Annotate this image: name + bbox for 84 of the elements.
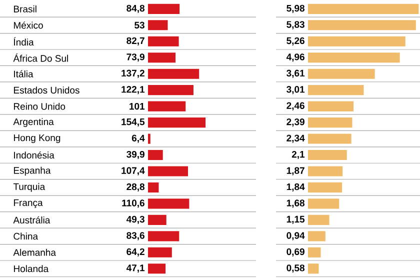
bar bbox=[148, 20, 168, 30]
data-label: 2,46 bbox=[286, 102, 304, 110]
bar bbox=[148, 231, 180, 242]
bar bbox=[148, 4, 180, 14]
y-tick-label: Estados Unidos bbox=[14, 86, 80, 94]
bar bbox=[308, 68, 375, 79]
data-label: 122,1 bbox=[122, 86, 145, 94]
y-tick-label: México bbox=[14, 22, 43, 29]
y-tick-label: Hong Kong bbox=[14, 134, 60, 144]
data-label: 1,87 bbox=[286, 167, 304, 176]
data-label: 5,98 bbox=[286, 4, 305, 13]
data-label: 1,15 bbox=[286, 216, 305, 224]
data-label: 83,6 bbox=[126, 232, 144, 240]
data-label: 5,83 bbox=[286, 21, 304, 30]
bar bbox=[308, 150, 347, 160]
y-tick-label: China bbox=[14, 232, 38, 240]
y-tick-label: França bbox=[14, 199, 43, 208]
bar bbox=[148, 101, 186, 112]
bar bbox=[308, 36, 406, 46]
bar bbox=[148, 52, 176, 63]
data-label: 2,39 bbox=[286, 118, 304, 127]
bar bbox=[308, 4, 419, 14]
data-label: 0,58 bbox=[286, 264, 305, 273]
bar bbox=[308, 247, 321, 258]
y-tick-label: Argentina bbox=[13, 118, 54, 127]
data-label: 3,01 bbox=[286, 86, 305, 94]
y-tick-label: Itália bbox=[14, 70, 34, 78]
data-label: 47,1 bbox=[126, 264, 145, 273]
bar bbox=[148, 118, 206, 128]
data-label: 73,9 bbox=[126, 54, 144, 62]
y-tick-label: Turquia bbox=[13, 183, 46, 192]
data-label: 2,1 bbox=[292, 150, 305, 160]
y-tick-label: Espanha bbox=[14, 166, 51, 176]
data-label: 53 bbox=[134, 22, 144, 29]
data-label: 39,9 bbox=[126, 150, 144, 160]
bar bbox=[308, 101, 354, 112]
data-label: 110,6 bbox=[122, 200, 144, 208]
data-label: 6,4 bbox=[132, 134, 145, 143]
bar bbox=[308, 198, 340, 209]
bar bbox=[148, 198, 190, 209]
bar bbox=[308, 214, 330, 225]
data-label: 28,8 bbox=[126, 183, 145, 192]
bar bbox=[148, 182, 159, 192]
data-label: 137,2 bbox=[122, 70, 144, 78]
bar bbox=[148, 166, 188, 176]
data-label: 64,2 bbox=[126, 248, 144, 256]
data-label: 3,61 bbox=[286, 70, 305, 78]
y-tick-label: Índia bbox=[14, 37, 34, 46]
y-tick-label: Indonésia bbox=[14, 151, 54, 159]
data-label: 1,84 bbox=[286, 183, 305, 192]
data-label: 82,7 bbox=[126, 37, 144, 46]
bar bbox=[148, 150, 163, 160]
data-label: 107,4 bbox=[122, 167, 145, 176]
bar bbox=[148, 214, 166, 225]
y-tick-label: África Do Sul bbox=[13, 53, 68, 62]
data-label: 1,68 bbox=[286, 200, 305, 208]
data-label: 0,69 bbox=[286, 248, 304, 256]
data-label: 49,3 bbox=[126, 216, 144, 224]
bar bbox=[308, 85, 364, 96]
bar bbox=[308, 231, 326, 242]
bar bbox=[148, 68, 200, 79]
y-tick-label: Holanda bbox=[14, 265, 49, 272]
bar bbox=[308, 134, 352, 144]
data-label: 2,34 bbox=[286, 134, 305, 143]
bar bbox=[308, 166, 343, 176]
bar bbox=[308, 182, 342, 192]
bar bbox=[308, 118, 352, 128]
y-tick-label: Reino Unido bbox=[14, 102, 66, 110]
data-label: 5,26 bbox=[286, 37, 304, 46]
y-tick-label: Austrália bbox=[13, 216, 50, 224]
y-tick-label: Alemanha bbox=[13, 248, 56, 256]
bar bbox=[148, 36, 179, 46]
data-label: 84,8 bbox=[126, 4, 145, 13]
data-label: 101 bbox=[130, 102, 145, 110]
bar bbox=[148, 85, 194, 96]
data-label: 154,5 bbox=[122, 118, 145, 127]
data-label: 4,96 bbox=[286, 54, 304, 62]
data-label: 0,94 bbox=[286, 232, 305, 240]
bar bbox=[148, 264, 166, 274]
bar bbox=[148, 247, 172, 258]
y-tick-label: Brasil bbox=[14, 5, 36, 12]
bar bbox=[308, 20, 416, 30]
bar bbox=[308, 264, 319, 274]
bar bbox=[308, 52, 400, 63]
